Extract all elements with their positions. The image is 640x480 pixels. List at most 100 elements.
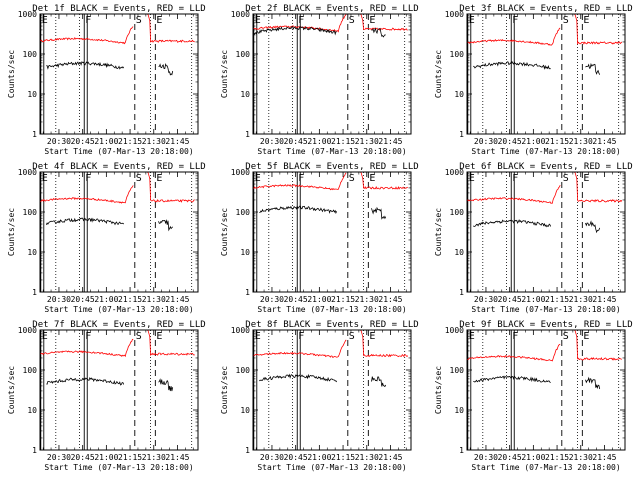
lld-series-line	[351, 13, 408, 31]
x-tick-label: 21:45	[378, 453, 402, 462]
marker-label: E	[156, 15, 162, 26]
panel-title: Det 2f BLACK = Events, RED = LLD	[245, 4, 418, 14]
y-tick-label: 1	[245, 446, 250, 455]
marker-label: F	[512, 173, 518, 184]
marker-label: S	[136, 331, 142, 342]
y-tick-label: 1	[459, 446, 464, 455]
marker-label: E	[583, 15, 589, 26]
x-tick-label: 21:30	[355, 453, 379, 462]
marker-label: E	[369, 173, 375, 184]
marker-label: E	[255, 15, 261, 26]
x-axis-label: Start Time (07-Mar-13 20:18:00)	[471, 305, 620, 314]
x-axis-label: Start Time (07-Mar-13 20:18:00)	[44, 463, 193, 472]
x-tick-label: 21:15	[545, 453, 569, 462]
y-axis-label: Counts/sec	[220, 208, 229, 256]
marker-label: E	[369, 15, 375, 26]
marker-label: E	[156, 173, 162, 184]
x-axis-label: Start Time (07-Mar-13 20:18:00)	[257, 463, 406, 472]
y-tick-label: 1000	[445, 168, 464, 177]
x-axis-label: Start Time (07-Mar-13 20:18:00)	[44, 147, 193, 156]
x-tick-label: 20:30	[260, 453, 284, 462]
y-tick-label: 10	[240, 406, 250, 415]
events-series-line	[46, 376, 125, 386]
x-tick-label: 21:00	[307, 137, 331, 146]
lld-series-line	[138, 171, 195, 203]
lld-series-line	[138, 13, 195, 43]
lld-series-line	[466, 185, 561, 204]
events-series-line	[473, 219, 552, 228]
events-series-line	[252, 26, 337, 36]
marker-label: E	[469, 331, 475, 342]
x-tick-label: 21:15	[545, 295, 569, 304]
plot-frame	[466, 13, 626, 135]
events-series-line	[371, 206, 387, 220]
panel-title: Det 8f BLACK = Events, RED = LLD	[245, 320, 418, 330]
events-series-line	[259, 373, 338, 383]
lld-series-line	[138, 329, 195, 356]
y-tick-label: 100	[236, 208, 251, 217]
events-series-line	[158, 378, 174, 392]
y-tick-label: 1000	[18, 10, 37, 19]
y-tick-label: 100	[450, 208, 465, 217]
lld-series-line	[466, 343, 561, 362]
y-axis-label: Counts/sec	[434, 50, 443, 98]
marker-label: F	[298, 15, 304, 26]
x-tick-label: 20:45	[498, 295, 522, 304]
y-tick-label: 10	[454, 90, 464, 99]
y-axis-label: Counts/sec	[434, 366, 443, 414]
marker-label: E	[583, 331, 589, 342]
plot-frame	[252, 329, 412, 451]
marker-label: F	[298, 173, 304, 184]
y-tick-label: 1000	[445, 10, 464, 19]
y-tick-label: 1	[459, 130, 464, 139]
y-tick-label: 10	[454, 248, 464, 257]
marker-label: F	[512, 331, 518, 342]
detector-panel: Det 1f BLACK = Events, RED = LLD Counts/s…	[7, 4, 206, 156]
x-tick-label: 21:15	[331, 453, 355, 462]
x-tick-label: 21:30	[569, 137, 593, 146]
marker-label: E	[583, 173, 589, 184]
x-tick-label: 20:45	[71, 137, 95, 146]
lld-series-line	[565, 171, 623, 203]
y-tick-label: 1000	[18, 326, 37, 335]
x-axis-label: Start Time (07-Mar-13 20:18:00)	[471, 463, 620, 472]
x-tick-label: 21:00	[94, 295, 118, 304]
panel-title: Det 6f BLACK = Events, RED = LLD	[459, 162, 632, 172]
events-series-line	[473, 375, 551, 383]
x-tick-label: 20:45	[284, 453, 308, 462]
x-tick-label: 21:00	[521, 295, 545, 304]
panel-title: Det 3f BLACK = Events, RED = LLD	[459, 4, 632, 14]
marker-label: F	[85, 173, 91, 184]
plot-frame	[252, 13, 412, 135]
x-tick-label: 21:00	[94, 453, 118, 462]
y-tick-label: 100	[23, 50, 38, 59]
y-axis-label: Counts/sec	[7, 208, 16, 256]
events-series-line	[158, 63, 174, 76]
panel-title: Det 4f BLACK = Events, RED = LLD	[32, 162, 205, 172]
x-tick-label: 20:45	[71, 453, 95, 462]
y-axis-label: Counts/sec	[220, 366, 229, 414]
detector-panel: Det 3f BLACK = Events, RED = LLD Counts/s…	[434, 4, 633, 156]
x-tick-label: 21:45	[378, 295, 402, 304]
x-tick-label: 21:45	[592, 137, 616, 146]
lld-series-line	[565, 13, 623, 45]
events-series-line	[585, 220, 601, 234]
lld-series-line	[467, 27, 561, 46]
y-tick-label: 100	[450, 366, 465, 375]
detector-panel: Det 6f BLACK = Events, RED = LLD Counts/s…	[434, 162, 633, 314]
lld-series-line	[39, 338, 134, 358]
detector-panel: Det 2f BLACK = Events, RED = LLD Counts/s…	[220, 4, 419, 156]
y-tick-label: 10	[27, 248, 37, 257]
x-tick-label: 21:45	[165, 295, 189, 304]
x-tick-label: 21:15	[118, 137, 142, 146]
plot-frame	[39, 329, 199, 451]
plot-frame	[39, 13, 199, 135]
lld-series-line	[351, 329, 409, 358]
marker-label: E	[42, 173, 48, 184]
detector-panel: Det 9f BLACK = Events, RED = LLD Counts/s…	[434, 320, 633, 472]
y-tick-label: 10	[240, 90, 250, 99]
panel-title: Det 5f BLACK = Events, RED = LLD	[245, 162, 418, 172]
x-tick-label: 21:00	[521, 137, 545, 146]
x-axis-label: Start Time (07-Mar-13 20:18:00)	[257, 305, 406, 314]
marker-label: F	[298, 331, 304, 342]
